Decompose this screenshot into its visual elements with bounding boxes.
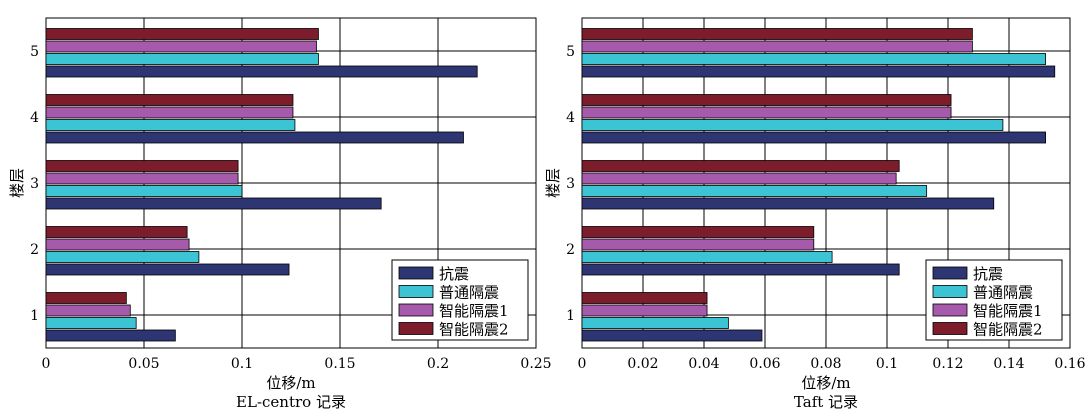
y-axis-label: 楼层 [544, 168, 562, 198]
bar [581, 131, 1047, 144]
x-tick-label: 0.25 [520, 356, 551, 372]
bar [45, 53, 319, 65]
bar [581, 238, 815, 251]
bar [581, 263, 900, 276]
bar [581, 53, 1047, 65]
x-tick-label: 0.04 [688, 356, 719, 372]
bar [45, 226, 188, 238]
legend-label: 普通隔震 [973, 284, 1033, 302]
x-tick-label: 0.1 [231, 356, 253, 372]
chart-taft: 0 0.02 0.04 0.06 0.08 0.1 0.12 0.14 0.16 1 2 3 4 5 位移/… [544, 17, 1085, 411]
bar [581, 119, 1004, 131]
bar [45, 94, 294, 106]
bar [581, 317, 729, 329]
bar [581, 251, 833, 263]
bar [581, 197, 995, 210]
bar [581, 160, 900, 172]
bar [45, 28, 319, 40]
x-tick-label: 0 [42, 356, 51, 372]
legend-swatch [398, 266, 434, 280]
y-tick-label: 5 [30, 44, 39, 60]
x-tick-label: 0.05 [128, 356, 159, 372]
legend-swatch [932, 322, 968, 335]
legend-label: 智能隔震1 [973, 302, 1043, 320]
x-tick-label: 0.2 [427, 356, 449, 372]
bar [45, 292, 127, 304]
x-tick-label: 0.06 [749, 356, 780, 372]
y-tick-label: 1 [30, 308, 39, 324]
y-tick-label: 2 [30, 242, 39, 258]
bar [45, 304, 131, 317]
x-axis-label: 位移/m [266, 374, 315, 392]
bar [45, 106, 294, 119]
bar [581, 172, 897, 185]
bar [45, 131, 464, 144]
y-axis-label: 楼层 [8, 168, 26, 198]
x-axis-label: 位移/m [801, 374, 850, 392]
bar [581, 226, 815, 238]
legend-swatch [932, 285, 968, 298]
y-tick-label: 3 [566, 176, 575, 192]
bar [45, 40, 317, 53]
bar [581, 40, 973, 53]
chart-caption: Taft 记录 [794, 393, 858, 411]
bar [581, 94, 952, 106]
y-tick-label: 4 [566, 110, 575, 126]
legend-label: 抗震 [439, 265, 469, 283]
bar [45, 197, 382, 210]
legend-label: 抗震 [973, 265, 1003, 283]
x-tick-label: 0.14 [993, 356, 1024, 372]
bar [45, 329, 176, 342]
y-tick-label: 4 [30, 110, 39, 126]
bar [45, 317, 137, 329]
bar [45, 238, 190, 251]
bar [45, 172, 239, 185]
x-tick-label: 0 [578, 356, 587, 372]
chart-el-centro: 0 0.05 0.1 0.15 0.2 0.25 1 2 3 4 5 位移/mEL-centro 记录… [8, 17, 552, 411]
x-tick-label: 0.08 [810, 356, 841, 372]
x-tick-label: 0.15 [324, 356, 355, 372]
legend-swatch [932, 303, 968, 317]
bar [45, 119, 296, 131]
chart-caption: EL-centro 记录 [236, 393, 346, 411]
y-tick-label: 1 [566, 308, 575, 324]
legend-label: 智能隔震1 [439, 302, 509, 320]
legend-swatch [398, 303, 434, 317]
x-tick-label: 0.02 [627, 356, 658, 372]
bar [581, 65, 1056, 78]
bar [581, 304, 708, 317]
y-tick-label: 5 [566, 44, 575, 60]
y-tick-label: 3 [30, 176, 39, 192]
bar [45, 251, 200, 263]
y-tick-label: 2 [566, 242, 575, 258]
bar [45, 263, 290, 276]
legend-swatch [932, 266, 968, 280]
bar [581, 185, 928, 197]
x-tick-label: 0.12 [932, 356, 963, 372]
legend-swatch [398, 285, 434, 298]
legend-label: 普通隔震 [439, 284, 499, 302]
x-tick-label: 0.16 [1054, 356, 1085, 372]
x-tick-label: 0.1 [876, 356, 898, 372]
legend-label: 智能隔震2 [439, 321, 509, 339]
bar [581, 292, 708, 304]
bar [581, 106, 952, 119]
bar [45, 160, 239, 172]
legend-swatch [398, 322, 434, 335]
bar [581, 329, 763, 342]
legend-label: 智能隔震2 [973, 321, 1043, 339]
bar [45, 65, 478, 78]
bar [581, 28, 973, 40]
bar [45, 185, 243, 197]
